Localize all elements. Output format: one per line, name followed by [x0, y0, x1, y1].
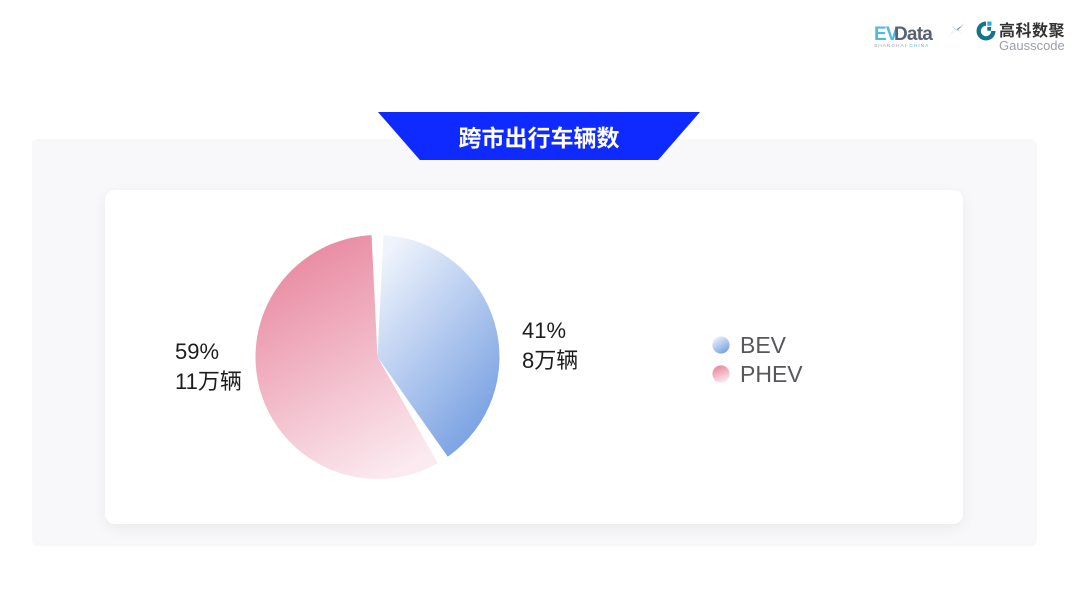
svg-text:Data: Data [894, 24, 933, 45]
svg-text:SHANGHAI CHINA: SHANGHAI CHINA [874, 43, 929, 49]
